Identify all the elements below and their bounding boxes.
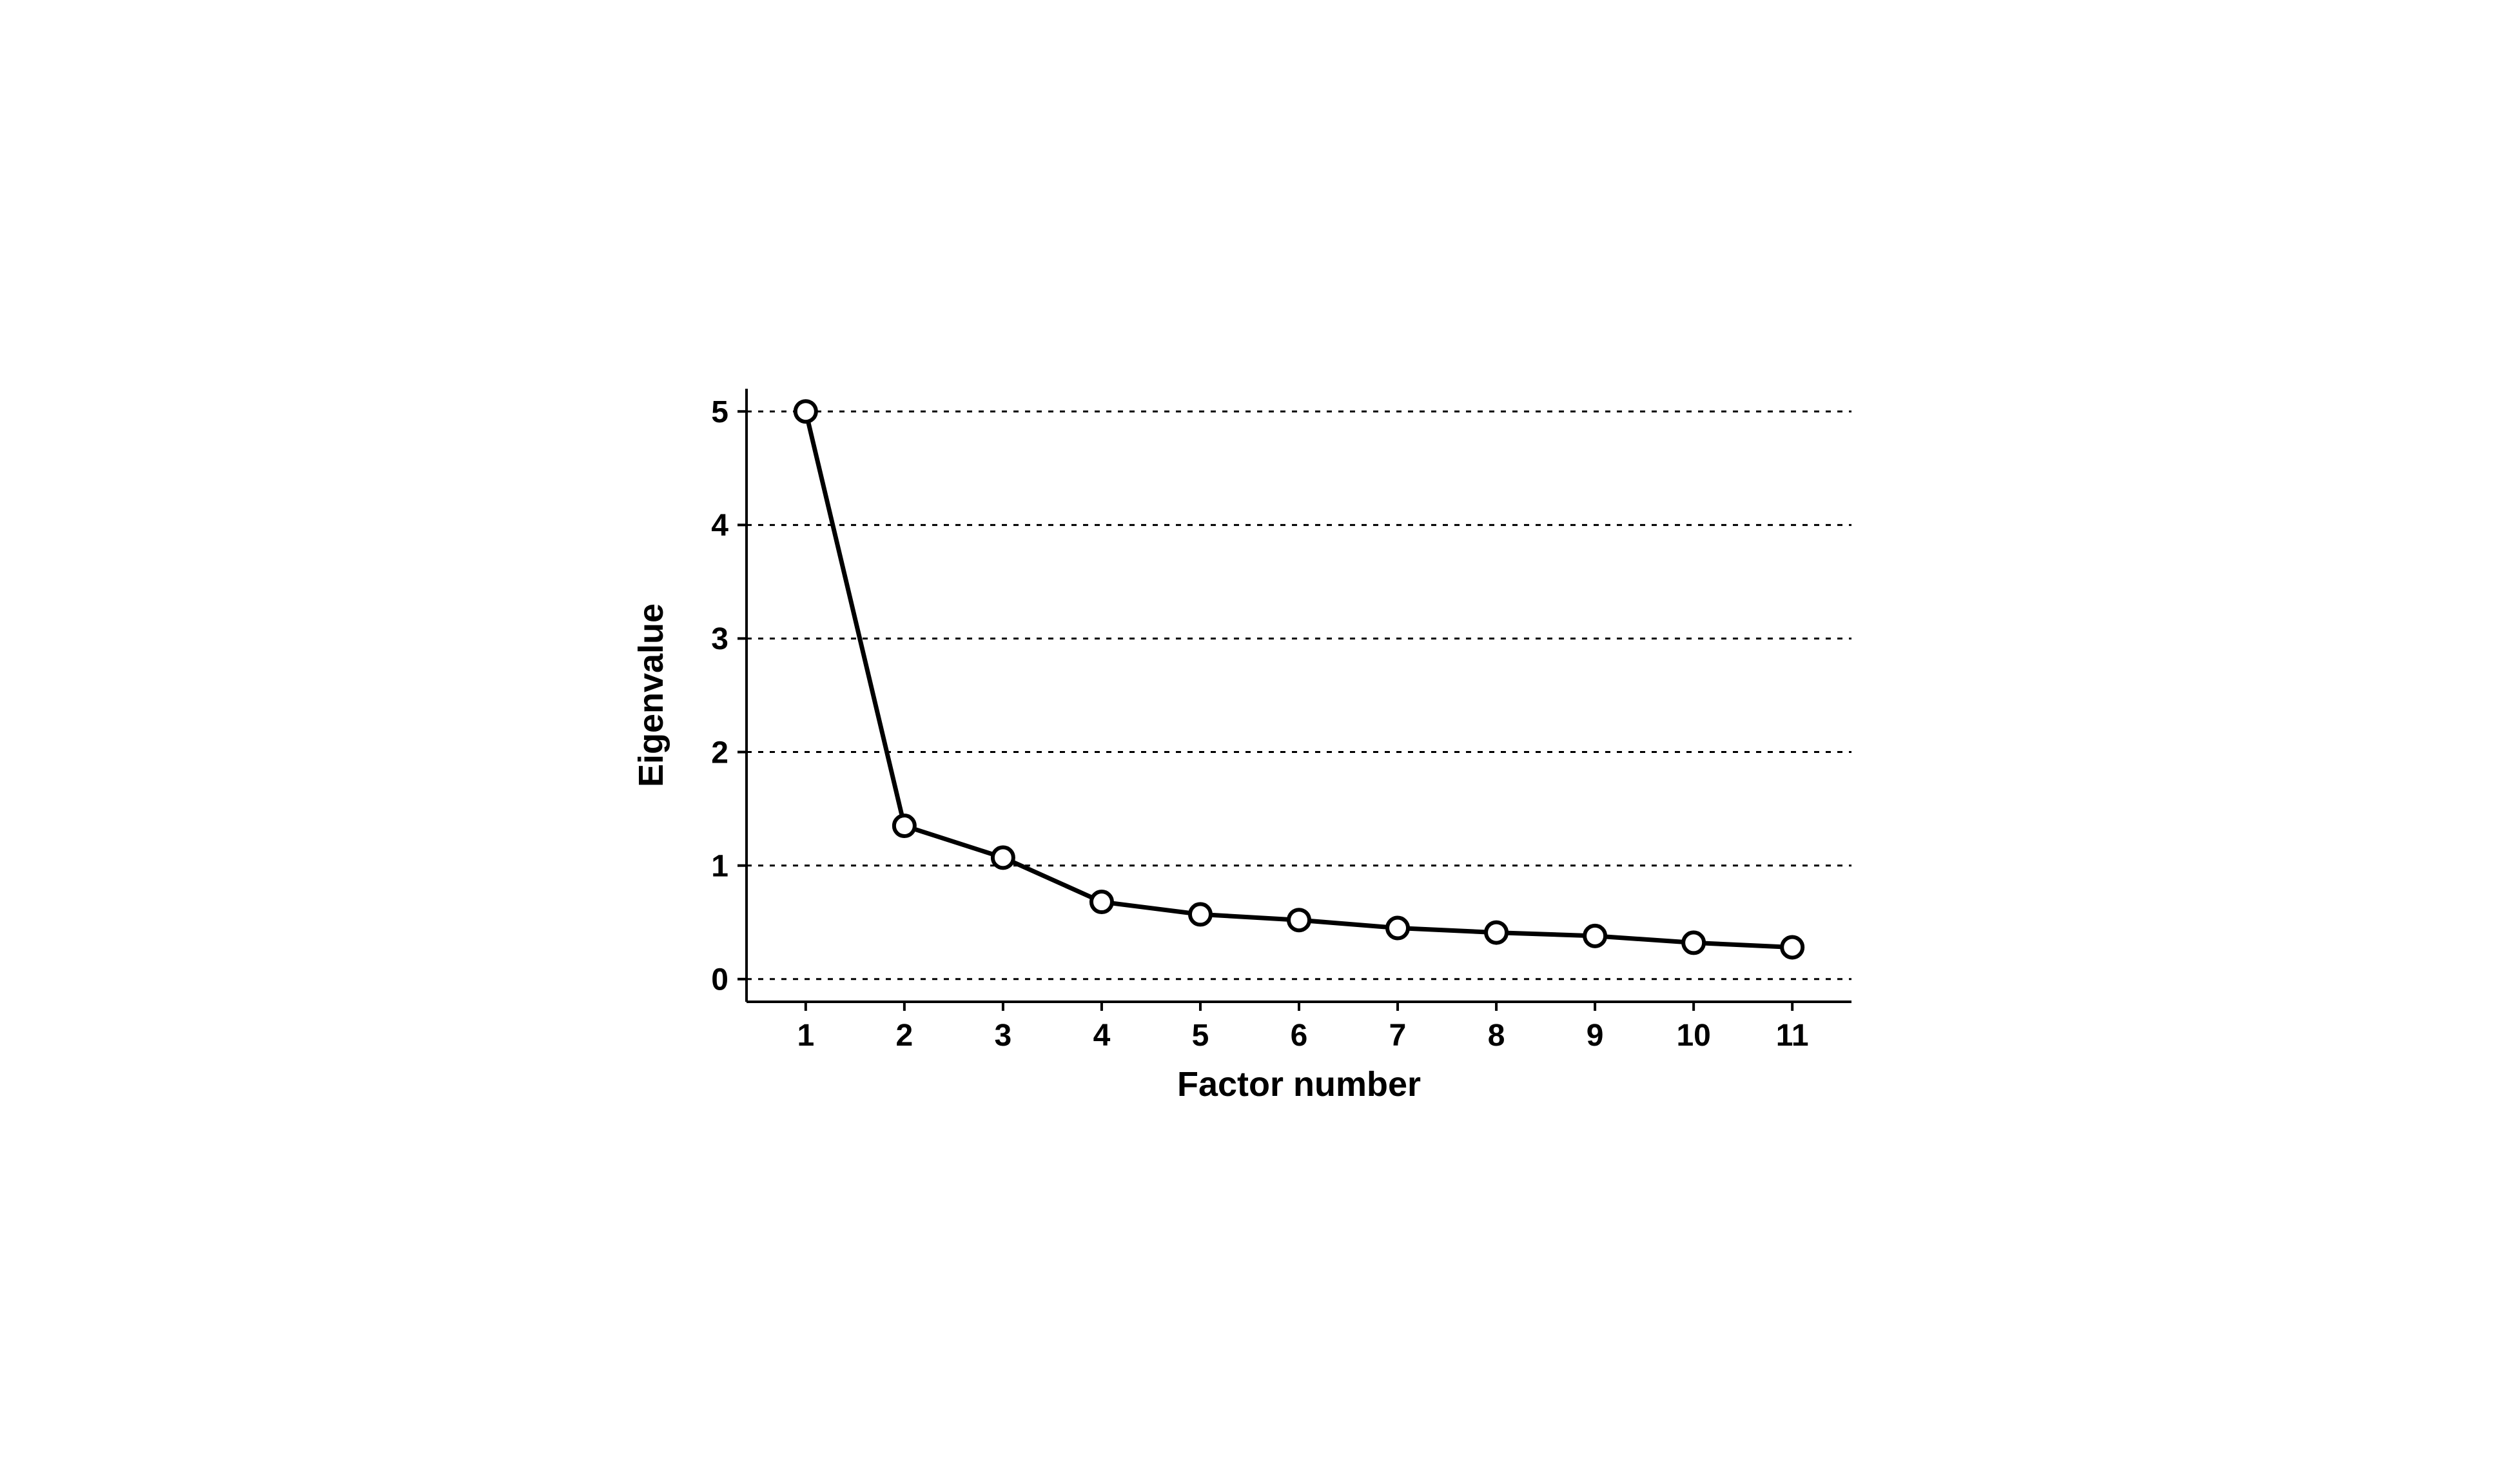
x-axis-label: Factor number <box>1177 1065 1420 1104</box>
data-marker <box>1289 910 1309 930</box>
x-tick-label: 4 <box>1093 1019 1110 1053</box>
data-marker <box>1387 918 1408 939</box>
y-tick-label: 0 <box>711 963 728 997</box>
x-tick-label: 5 <box>1191 1019 1209 1053</box>
x-tick-label: 11 <box>1775 1019 1808 1053</box>
data-line <box>805 411 1792 947</box>
x-tick-label: 2 <box>895 1019 913 1053</box>
data-marker <box>1782 937 1802 957</box>
x-tick-label: 7 <box>1389 1019 1406 1053</box>
data-marker <box>1683 932 1704 953</box>
data-marker <box>795 401 816 422</box>
data-marker <box>992 847 1013 868</box>
chart-svg: 1 2 3 4 5 6 7 8 9 10 11 0 1 2 3 4 5 Factor number Eigenval… <box>630 369 1890 1111</box>
x-tick-label: 3 <box>994 1019 1011 1053</box>
scree-plot: 1 2 3 4 5 6 7 8 9 10 11 0 1 2 3 4 5 Factor number Eigenval… <box>630 369 1890 1115</box>
x-tick-label: 6 <box>1290 1019 1307 1053</box>
y-axis-label: Eigenvalue <box>632 603 670 787</box>
data-marker <box>1486 923 1507 943</box>
data-marker <box>1091 892 1111 912</box>
x-tick-label: 10 <box>1676 1019 1710 1053</box>
y-tick-label: 5 <box>711 395 728 429</box>
data-marker <box>1189 904 1210 924</box>
data-marker <box>894 815 914 836</box>
y-tick-label: 2 <box>711 736 728 770</box>
y-tick-label: 1 <box>711 849 728 883</box>
x-tick-label: 8 <box>1487 1019 1505 1053</box>
y-tick-label: 3 <box>711 622 728 656</box>
x-tick-label: 1 <box>797 1019 814 1053</box>
data-marker <box>1585 926 1605 946</box>
x-tick-label: 9 <box>1586 1019 1603 1053</box>
y-tick-label: 4 <box>711 509 728 543</box>
